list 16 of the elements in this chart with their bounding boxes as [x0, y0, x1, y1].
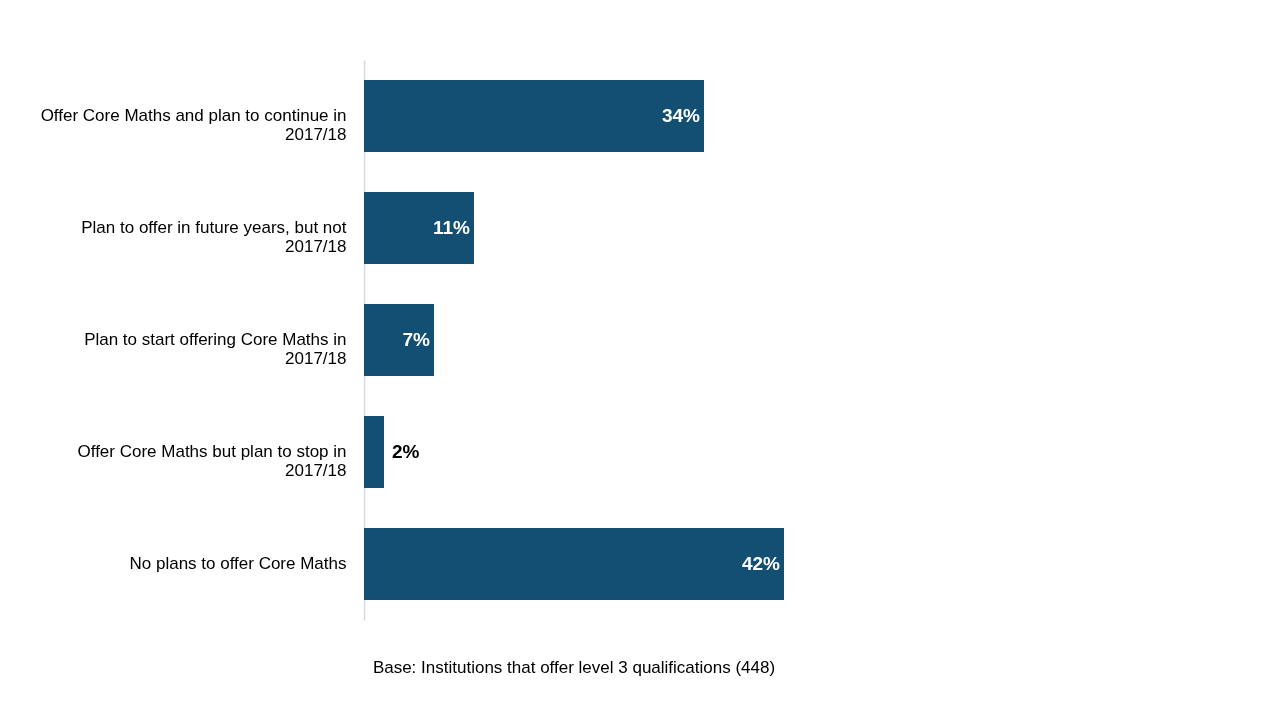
- bar: [364, 80, 704, 152]
- y-tick-label: Offer Core Maths but plan to stop in 2017/18: [77, 442, 347, 480]
- data-label: 11%: [433, 217, 471, 238]
- bar: [364, 416, 384, 488]
- bar: [364, 304, 434, 376]
- data-label: 42%: [741, 553, 781, 574]
- y-tick-label: Plan to offer in future years, but not 2017/18: [81, 218, 347, 256]
- y-tick-label: Offer Core Maths and plan to continue in 2017/18: [40, 106, 347, 144]
- y-tick-label: No plans to offer Core Maths: [129, 554, 347, 573]
- y-tick-label: Plan to start offering Core Maths in 2017/18: [84, 330, 347, 368]
- text: Base: Institutions that offer level 3 qualifications (448): [372, 658, 776, 677]
- bar: [364, 528, 784, 600]
- data-label: 7%: [402, 329, 431, 350]
- bar: [364, 192, 474, 264]
- data-label: 2%: [392, 441, 420, 462]
- data-label: 34%: [661, 105, 701, 126]
